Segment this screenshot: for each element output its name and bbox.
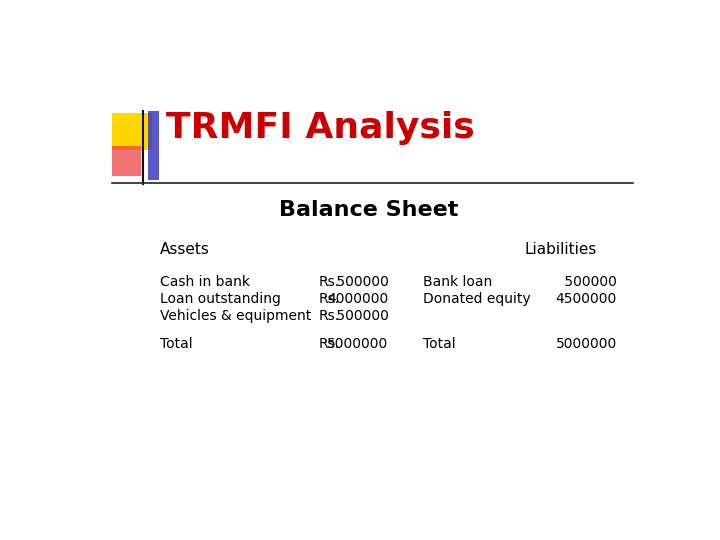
- Text: 500000: 500000: [331, 309, 388, 323]
- Text: Liabilities: Liabilities: [524, 242, 596, 257]
- Bar: [148, 111, 159, 180]
- Text: Rs.: Rs.: [319, 336, 340, 350]
- Bar: [112, 112, 152, 150]
- Text: 500000: 500000: [560, 275, 617, 289]
- Text: Cash in bank: Cash in bank: [160, 275, 250, 289]
- Text: Total: Total: [423, 336, 456, 350]
- Text: Bank loan: Bank loan: [423, 275, 492, 289]
- Text: Rs.: Rs.: [319, 275, 340, 289]
- Bar: [112, 146, 141, 177]
- Text: 5000000: 5000000: [327, 336, 388, 350]
- Text: Total: Total: [160, 336, 192, 350]
- Text: 4500000: 4500000: [556, 292, 617, 306]
- Text: Vehicles & equipment: Vehicles & equipment: [160, 309, 311, 323]
- Text: 500000: 500000: [331, 275, 388, 289]
- Text: Balance Sheet: Balance Sheet: [279, 200, 459, 220]
- Text: 4000000: 4000000: [327, 292, 388, 306]
- Text: Rs.: Rs.: [319, 309, 340, 323]
- Text: Loan outstanding: Loan outstanding: [160, 292, 281, 306]
- Text: TRMFI Analysis: TRMFI Analysis: [166, 111, 474, 145]
- Text: Assets: Assets: [160, 242, 210, 257]
- Text: Rs.: Rs.: [319, 292, 340, 306]
- Text: Donated equity: Donated equity: [423, 292, 531, 306]
- Text: 5000000: 5000000: [556, 336, 617, 350]
